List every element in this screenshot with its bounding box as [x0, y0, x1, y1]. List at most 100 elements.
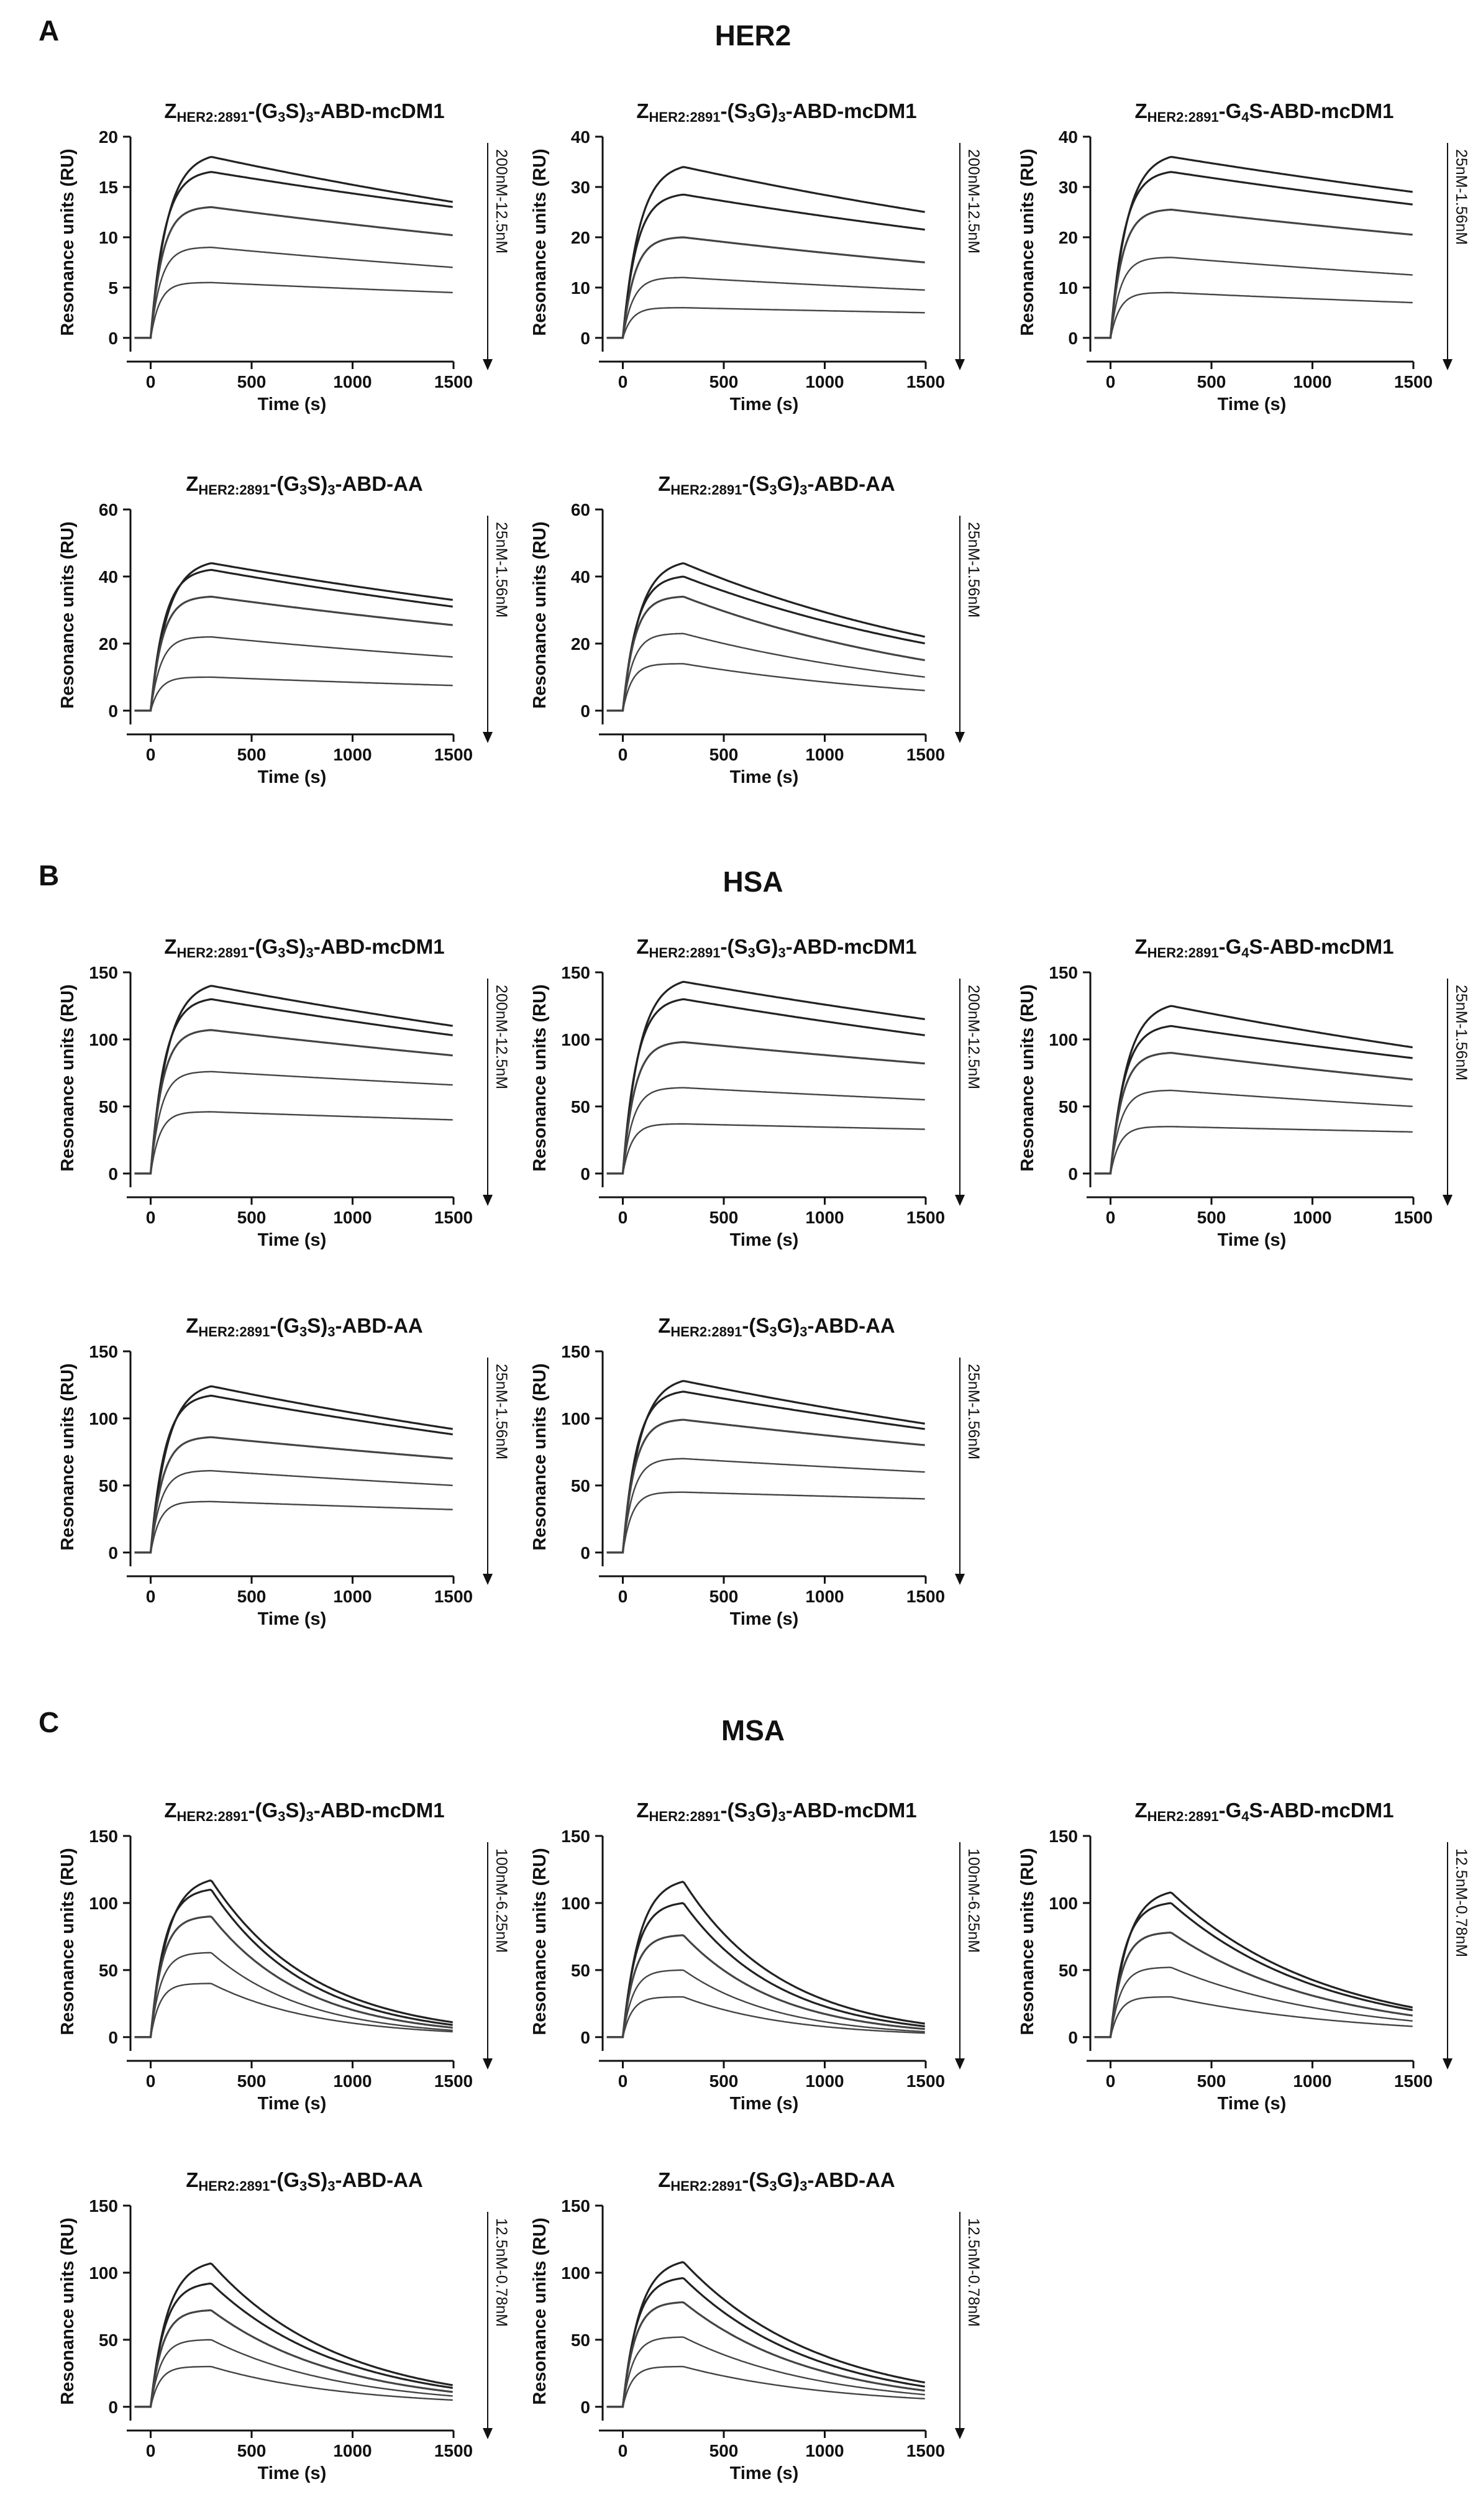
x-tick-label: 1500	[906, 2071, 945, 2091]
y-tick-label: 0	[580, 1543, 590, 1563]
x-tick-label: 500	[709, 2071, 739, 2091]
x-tick-label: 0	[618, 2441, 628, 2460]
y-tick-label: 50	[1059, 1961, 1078, 1980]
y-tick-label: 20	[571, 634, 590, 654]
x-tick-label: 1500	[906, 1587, 945, 1606]
sensorgram-curve-4	[606, 1087, 925, 1174]
y-tick-label: 150	[1049, 1827, 1078, 1846]
concentration-label: 25nM-1.56nM	[1453, 149, 1470, 245]
chart-title: ZHER2:2891-(S3G)3-ABD-mcDM1	[636, 935, 916, 961]
y-tick-label: 50	[99, 1961, 118, 1980]
concentration-arrowhead	[483, 1574, 493, 1585]
sensorgram-curve-3	[134, 206, 453, 339]
sensorgram-curve-2	[134, 171, 453, 339]
sensorgram-curve-3	[134, 1915, 453, 2038]
sensorgram-curve-2	[1094, 1902, 1413, 2038]
concentration-label: 12.5nM-0.78nM	[493, 2218, 510, 2327]
x-axis-label: Time (s)	[258, 2094, 327, 2114]
concentration-arrowhead	[1443, 1195, 1453, 1206]
chart-title: ZHER2:2891-(G3S)3-ABD-AA	[186, 2168, 423, 2194]
sensorgram-curve-2	[606, 1902, 925, 2038]
y-axis-label: Resonance units (RU)	[58, 984, 78, 1171]
y-tick-label: 150	[89, 2196, 118, 2216]
y-tick-label: 10	[571, 278, 590, 298]
sensorgram-curve-1	[134, 156, 453, 339]
x-tick-label: 1000	[333, 2071, 372, 2091]
sensorgram-curve-4	[1094, 1966, 1413, 2038]
x-tick-label: 1000	[805, 372, 844, 391]
y-tick-label: 0	[108, 2398, 118, 2417]
sensorgram-curve-5	[606, 663, 925, 711]
x-tick-label: 500	[709, 372, 739, 391]
sensorgram-curve-5	[134, 2365, 453, 2408]
sensorgram-curve-2	[1094, 1025, 1413, 1175]
sensorgram-curve-1	[134, 562, 453, 712]
y-tick-label: 100	[89, 1030, 118, 1049]
sensorgram-curve-5	[1094, 291, 1413, 339]
sensorgram-curve-5	[606, 2365, 925, 2408]
y-tick-label: 100	[89, 1894, 118, 1913]
chart-her2-g4s-mcdm1: ZHER2:2891-G4S-ABD-mcDM1 0 10 20 30 40 0 500 100…	[1018, 99, 1470, 414]
concentration-label: 100nM-6.25nM	[493, 1848, 510, 1953]
x-tick-label: 0	[618, 1587, 628, 1606]
y-axis-label: Resonance units (RU)	[530, 984, 550, 1171]
y-axis-label: Resonance units (RU)	[1018, 148, 1038, 336]
y-tick-label: 50	[1059, 1097, 1078, 1116]
chart-title: ZHER2:2891-(S3G)3-ABD-mcDM1	[636, 99, 916, 125]
y-tick-label: 100	[561, 2263, 590, 2283]
x-axis-label: Time (s)	[1218, 395, 1287, 414]
y-axis-label: Resonance units (RU)	[58, 521, 78, 708]
sensorgram-curve-5	[134, 281, 453, 339]
concentration-label: 25nM-1.56nM	[493, 522, 510, 618]
x-tick-label: 1500	[1394, 2071, 1433, 2091]
x-tick-label: 0	[1106, 372, 1116, 391]
chart-her2-s3g3-aa: ZHER2:2891-(S3G)3-ABD-AA 0 20 40 60 0 500 1000 1…	[530, 472, 982, 787]
x-tick-label: 0	[146, 1587, 156, 1606]
x-tick-label: 1500	[906, 1208, 945, 1227]
concentration-arrowhead	[955, 359, 965, 370]
sensorgram-curve-4	[134, 636, 453, 711]
sensorgram-curve-4	[134, 1071, 453, 1174]
y-tick-label: 40	[99, 567, 118, 587]
sensorgram-curve-3	[606, 595, 925, 712]
y-tick-label: 20	[99, 127, 118, 147]
y-axis-label: Resonance units (RU)	[530, 1363, 550, 1550]
concentration-arrowhead	[483, 1195, 493, 1206]
y-tick-label: 150	[561, 1342, 590, 1361]
y-tick-label: 0	[1068, 1164, 1078, 1184]
y-tick-label: 30	[1059, 178, 1078, 197]
x-tick-label: 0	[618, 372, 628, 391]
x-axis-label: Time (s)	[730, 1230, 799, 1250]
sensorgram-curve-5	[606, 306, 925, 339]
x-tick-label: 1500	[434, 2441, 473, 2460]
sensorgram-curve-4	[1094, 1089, 1413, 1174]
y-tick-label: 5	[108, 278, 118, 298]
y-tick-label: 100	[1049, 1894, 1078, 1913]
sensorgram-curve-5	[606, 1491, 925, 1553]
y-tick-label: 50	[99, 1097, 118, 1116]
x-tick-label: 1500	[434, 1587, 473, 1606]
x-axis-label: Time (s)	[1218, 1230, 1287, 1250]
x-tick-label: 500	[237, 745, 267, 764]
x-tick-label: 1000	[333, 2441, 372, 2460]
x-tick-label: 0	[618, 745, 628, 764]
sensorgram-curve-2	[134, 568, 453, 712]
y-tick-label: 0	[108, 701, 118, 721]
x-tick-label: 0	[146, 2441, 156, 2460]
x-axis-label: Time (s)	[258, 1609, 327, 1629]
sensorgram-curve-4	[606, 1969, 925, 2038]
y-tick-label: 150	[561, 963, 590, 982]
y-tick-label: 20	[1059, 228, 1078, 247]
x-tick-label: 1000	[805, 2071, 844, 2091]
chart-title: ZHER2:2891-(S3G)3-ABD-AA	[658, 1314, 895, 1340]
sensorgram-curve-3	[1094, 1051, 1413, 1175]
x-tick-label: 0	[146, 2071, 156, 2091]
sensorgram-curve-1	[134, 2262, 454, 2408]
x-tick-label: 0	[146, 372, 156, 391]
y-tick-label: 100	[1049, 1030, 1078, 1049]
sensorgram-curve-4	[134, 2339, 453, 2408]
sensorgram-curve-5	[1094, 1996, 1413, 2038]
